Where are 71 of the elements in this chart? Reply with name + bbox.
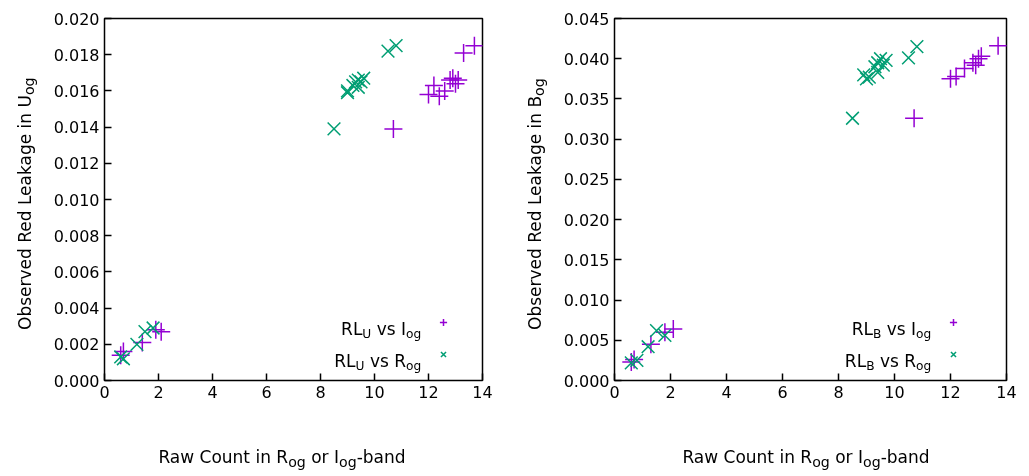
point [988,36,1007,56]
point [940,69,961,89]
y-tick-label: 0.002 [53,335,100,355]
x-tick-label: 2 [153,382,164,402]
point [351,80,366,95]
x-tick-label: 0 [99,382,110,402]
point [388,38,404,53]
point [641,334,661,355]
point [901,50,916,66]
x-tick-label: 12 [940,382,961,402]
y-tick-label: 0.000 [563,371,610,391]
x-tick-label: 0 [609,382,620,402]
x-tick-label: 10 [884,382,905,402]
x-tick-label: 10 [364,382,385,402]
y-tick-label: 0.030 [563,130,610,150]
y-tick-label: 0.040 [563,49,610,69]
y-tick-label: 0.000 [53,371,100,391]
point [146,320,166,340]
point [424,75,444,96]
point [876,58,891,73]
point [429,86,450,107]
point [867,59,883,74]
x-tick-label: 12 [418,382,439,402]
y-tick-label: 0.014 [53,118,100,138]
y-tick-label: 0.045 [563,9,610,29]
point [151,321,171,342]
point [326,121,342,137]
point [845,111,860,126]
point [904,108,924,128]
x-tick-label: 8 [833,382,844,402]
y-tick-label: 0.016 [53,81,100,101]
point [657,328,673,343]
x-axis-title: Raw Count in R$_{og}$ or I$_{og}$-band [157,446,407,473]
y-tick-label: 0.015 [563,250,610,270]
point [640,339,656,354]
point [870,55,885,70]
y-tick-label: 0.020 [53,9,100,29]
point [663,319,684,339]
point [129,337,145,352]
x-tick-label: 2 [665,382,676,402]
point [345,78,361,93]
y-tick-label: 0.006 [53,262,100,282]
point [655,322,675,342]
x-tick-label: 4 [207,382,218,402]
y-tick-label: 0.008 [53,226,100,246]
y-tick-label: 0.004 [53,299,100,319]
point [878,53,894,68]
point [649,323,664,338]
point [418,84,439,105]
x-tick-label: 6 [261,382,272,402]
x-axis-title: Raw Count in R$_{og}$ or I$_{og}$-band [681,446,931,473]
point [380,43,396,59]
point [383,119,404,139]
point [137,324,153,339]
y-tick-label: 0.035 [563,89,610,109]
point [873,51,888,66]
x-tick-label: 6 [777,382,788,402]
y-tick-label: 0.010 [53,190,100,210]
y-tick-label: 0.012 [53,154,100,174]
x-tick-label: 14 [472,382,493,402]
y-tick-label: 0.020 [563,210,610,230]
x-tick-label: 8 [315,382,326,402]
y-tick-label: 0.010 [563,291,610,311]
y-tick-label: 0.018 [53,45,100,65]
y-tick-label: 0.025 [563,170,610,190]
point [145,320,161,336]
x-tick-label: 4 [721,382,732,402]
point [909,39,925,54]
x-tick-label: 14 [996,382,1017,402]
point [629,353,645,368]
y-tick-label: 0.005 [563,331,610,351]
